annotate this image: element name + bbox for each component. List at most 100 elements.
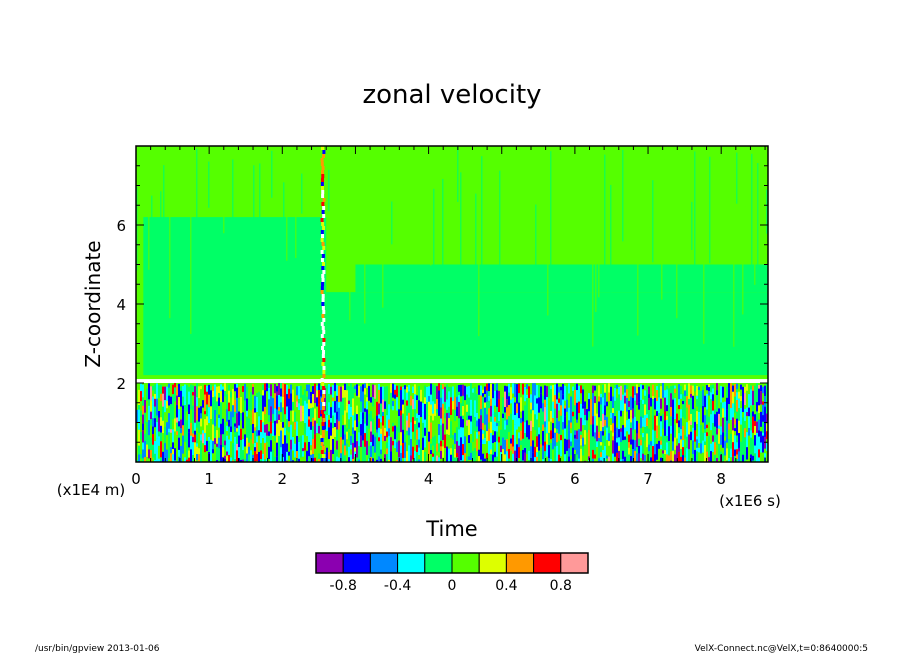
- band-cell: [766, 423, 768, 432]
- band-cell: [278, 436, 280, 449]
- band-cell: [396, 427, 398, 443]
- band-cell: [396, 452, 398, 461]
- streak: [556, 175, 558, 222]
- band-cell: [758, 388, 760, 406]
- band-cell: [392, 383, 394, 398]
- band-cell: [408, 445, 410, 462]
- band-cell: [292, 386, 294, 390]
- band-cell: [248, 418, 250, 432]
- band-cell: [764, 436, 766, 449]
- band-cell: [198, 398, 200, 404]
- band-cell: [198, 403, 200, 408]
- band-cell: [372, 446, 374, 459]
- band-cell: [298, 442, 300, 459]
- band-cell: [616, 388, 618, 398]
- band-cell: [700, 407, 702, 425]
- band-cell: [592, 385, 594, 394]
- band-cell: [264, 383, 266, 391]
- band-cell: [400, 415, 402, 433]
- streak: [475, 193, 477, 290]
- band-cell: [418, 455, 420, 460]
- x-axis-label: Time: [425, 517, 477, 541]
- band-cell: [684, 435, 686, 439]
- band-cell: [676, 413, 678, 424]
- disturbance-cell: [322, 318, 326, 322]
- band-cell: [650, 445, 652, 458]
- streak: [265, 157, 267, 180]
- disturbance-cell: [322, 206, 326, 210]
- band-cell: [268, 435, 270, 447]
- band-cell: [440, 446, 442, 451]
- band-cell: [740, 407, 742, 425]
- disturbance-cell: [320, 250, 324, 254]
- streak: [646, 164, 648, 188]
- band-cell: [168, 395, 170, 406]
- band-cell: [496, 423, 498, 427]
- band-cell: [254, 386, 256, 396]
- band-cell: [494, 405, 496, 413]
- band-cell: [410, 384, 412, 396]
- band-cell: [444, 408, 446, 414]
- band-cell: [722, 453, 724, 462]
- band-cell: [628, 385, 630, 401]
- band-cell: [744, 447, 746, 462]
- band-cell: [660, 408, 662, 416]
- band-cell: [426, 426, 428, 434]
- band-cell: [388, 446, 390, 457]
- band-cell: [482, 433, 484, 440]
- band-cell: [452, 439, 454, 445]
- band-cell: [196, 460, 198, 462]
- band-cell: [270, 433, 272, 441]
- band-cell: [276, 386, 278, 392]
- band-cell: [232, 429, 234, 443]
- band-cell: [394, 425, 396, 440]
- x-tick-label: 4: [424, 470, 434, 488]
- band-cell: [330, 418, 332, 423]
- band-cell: [524, 386, 526, 402]
- band-cell: [672, 433, 674, 442]
- band-cell: [702, 422, 704, 433]
- band-cell: [274, 383, 276, 394]
- band-cell: [260, 385, 262, 395]
- band-cell: [364, 398, 366, 409]
- band-cell: [740, 384, 742, 390]
- band-cell: [696, 406, 698, 412]
- band-cell: [386, 437, 388, 443]
- band-cell: [196, 454, 198, 461]
- band-cell: [170, 384, 172, 397]
- band-cell: [312, 407, 314, 412]
- band-cell: [416, 386, 418, 396]
- band-cell: [698, 400, 700, 412]
- band-cell: [348, 386, 350, 401]
- band-cell: [454, 397, 456, 410]
- band-cell: [268, 431, 270, 436]
- band-cell: [526, 420, 528, 438]
- band-cell: [150, 450, 152, 462]
- band-cell: [492, 430, 494, 436]
- band-cell: [662, 450, 664, 454]
- band-cell: [172, 442, 174, 450]
- band-cell: [338, 457, 340, 462]
- band-cell: [584, 408, 586, 416]
- band-cell: [520, 445, 522, 451]
- band-cell: [498, 399, 500, 413]
- band-cell: [312, 454, 314, 459]
- band-cell: [740, 456, 742, 462]
- band-cell: [396, 460, 398, 462]
- band-cell: [426, 402, 428, 411]
- band-cell: [442, 389, 444, 404]
- band-cell: [150, 386, 152, 401]
- band-cell: [596, 413, 598, 426]
- band-cell: [706, 432, 708, 437]
- band-cell: [536, 456, 538, 462]
- band-cell: [356, 384, 358, 396]
- band-cell: [604, 436, 606, 446]
- band-cell: [728, 458, 730, 462]
- disturbance-cell: [320, 322, 324, 326]
- band-cell: [586, 451, 588, 462]
- disturbance-cell: [322, 198, 326, 202]
- band-cell: [364, 408, 366, 412]
- band-cell: [430, 450, 432, 455]
- band-cell: [350, 383, 352, 397]
- band-cell: [554, 446, 556, 462]
